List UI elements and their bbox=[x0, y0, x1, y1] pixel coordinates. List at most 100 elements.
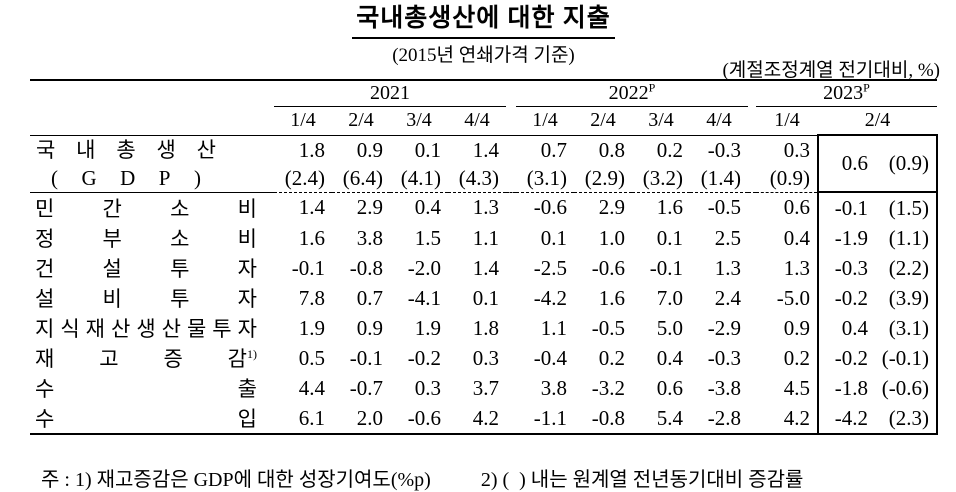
value-cell: 1.5 bbox=[414, 225, 441, 250]
value-cell: -0.6 bbox=[533, 195, 567, 220]
row-label-char: 내 bbox=[76, 137, 96, 162]
value-cell: 0.2 bbox=[598, 345, 625, 370]
year-header-row: 2021 2022P 2023P bbox=[30, 80, 937, 107]
value-cell: 0.1 bbox=[472, 285, 499, 310]
value-cell: 0.4 bbox=[783, 225, 810, 250]
table-row-construction-investment: 건 설 투 자 -0.1 -0.8 -2.0 1.4 -2.5 -0.6 -0.1 1.3 1.3 -0.… bbox=[30, 253, 938, 283]
value-cell: 2.0 bbox=[332, 403, 390, 435]
value-cell: -3.2 bbox=[591, 375, 625, 400]
row-label-char: 식 bbox=[60, 317, 80, 341]
value-cell: 6.1 bbox=[274, 403, 332, 435]
group-spacer bbox=[506, 135, 516, 193]
year-label-2022: 2022P bbox=[516, 80, 748, 107]
qoq-value: 0.9 bbox=[356, 137, 383, 162]
yoy-value: (6.4) bbox=[342, 165, 383, 190]
row-label-char: 비 bbox=[237, 196, 257, 221]
footnote-marker: 1) bbox=[246, 347, 257, 361]
group-spacer bbox=[748, 343, 756, 373]
row-label: 재 고 증 감1) bbox=[35, 343, 257, 373]
boxed-qoq-value: 0.6 bbox=[817, 134, 875, 193]
footnote-2: 2) ( ) 내는 원계열 전년동기대비 증감률 bbox=[480, 469, 804, 491]
value-cell: 0.1 bbox=[540, 225, 567, 250]
row-label-char: ( bbox=[51, 165, 58, 190]
corner-cell bbox=[30, 80, 274, 107]
quarter-label: 4/4 bbox=[448, 106, 506, 136]
footnote-1: 주 : 1) 재고증감은 GDP에 대한 성장기여도(%p) bbox=[41, 469, 431, 491]
yoy-value: (4.1) bbox=[400, 165, 441, 190]
corner-cell bbox=[30, 106, 274, 136]
yoy-value: (0.9) bbox=[769, 165, 810, 190]
group-spacer bbox=[748, 253, 756, 283]
row-label-char: 소 bbox=[170, 196, 190, 221]
group-spacer bbox=[748, 80, 756, 107]
value-cell: 0.2 (3.2) bbox=[632, 135, 690, 193]
boxed-yoy-value: (2.2) bbox=[875, 253, 938, 283]
value-cell: 3.8 bbox=[356, 225, 383, 250]
value-cell: -2.8 bbox=[690, 403, 748, 435]
value-cell: 1.9 bbox=[298, 315, 325, 340]
gdp-expenditure-table: 2021 2022P 2023P 1/4 2/4 3/4 4/4 1/4 2/4 3/4 4/4 1/… bbox=[30, 79, 938, 435]
boxed-yoy-value: (1.1) bbox=[875, 223, 938, 253]
value-cell: 0.4 bbox=[414, 195, 441, 220]
boxed-yoy-value: (-0.1) bbox=[875, 343, 938, 373]
unit-note: (계절조정계열 전기대비, %) bbox=[722, 60, 940, 81]
row-label-char: G bbox=[81, 165, 97, 190]
value-cell: 0.9 bbox=[356, 315, 383, 340]
value-cell: -5.0 bbox=[776, 285, 810, 310]
row-label-char: 수 bbox=[35, 407, 55, 431]
row-label-char: 건 bbox=[35, 257, 55, 281]
row-label-char: 정 bbox=[35, 227, 55, 251]
value-cell: 1.4 bbox=[472, 255, 499, 280]
group-spacer bbox=[748, 106, 756, 136]
table-row-government-consumption: 정 부 소 비 1.6 3.8 1.5 1.1 0.1 1.0 0.1 2.5 0.4 -1.9 (1.1) bbox=[30, 223, 938, 253]
value-cell: 0.1 bbox=[656, 225, 683, 250]
group-spacer bbox=[506, 313, 516, 343]
boxed-yoy-value: (2.3) bbox=[875, 403, 938, 435]
value-cell: 7.0 bbox=[656, 285, 683, 310]
row-label-char: 물 bbox=[186, 317, 207, 341]
value-cell: 4.4 bbox=[298, 375, 325, 400]
value-cell: 1.3 bbox=[783, 255, 810, 280]
value-cell: 0.9 bbox=[783, 315, 810, 340]
value-cell: 1.6 bbox=[598, 285, 625, 310]
qoq-value: 0.7 bbox=[540, 137, 567, 162]
quarter-label: 1/4 bbox=[756, 106, 818, 136]
table-row-imports: 수 입 6.1 2.0 -0.6 4.2 -1.1 -0.8 5.4 -2.8 4.2 -4.2 (2.… bbox=[30, 403, 938, 435]
value-cell: 0.3 bbox=[414, 375, 441, 400]
value-cell: 5.4 bbox=[632, 403, 690, 435]
value-cell: 1.4 bbox=[298, 195, 325, 220]
value-cell: -0.5 bbox=[591, 315, 625, 340]
row-label-char: 부 bbox=[102, 227, 122, 251]
value-cell: 3.8 bbox=[540, 375, 567, 400]
value-cell: -3.8 bbox=[707, 375, 741, 400]
value-cell: 0.6 bbox=[656, 375, 683, 400]
yoy-value: (3.1) bbox=[526, 165, 567, 190]
boxed-yoy-value: (1.5) bbox=[875, 192, 938, 223]
value-cell: 1.4 (4.3) bbox=[448, 135, 506, 193]
group-spacer bbox=[506, 253, 516, 283]
row-label-char: 생 bbox=[156, 137, 176, 162]
boxed-qoq-value: -0.3 bbox=[817, 253, 875, 283]
yoy-value: (2.9) bbox=[584, 165, 625, 190]
value-cell: 1.3 bbox=[714, 255, 741, 280]
qoq-value: 0.1 bbox=[414, 137, 441, 162]
year-label-2023: 2023P bbox=[756, 80, 937, 107]
row-header-change-in-inventories: 재 고 증 감1) bbox=[30, 343, 274, 373]
boxed-qoq-value: -0.1 bbox=[817, 192, 875, 223]
row-header-gdp: 국 내 총 생 산(G D P) bbox=[30, 135, 274, 193]
quarter-label: 2/4 bbox=[332, 106, 390, 136]
group-spacer bbox=[748, 313, 756, 343]
qoq-value: 1.8 bbox=[298, 137, 325, 162]
row-label-char: 재 bbox=[35, 347, 55, 371]
yoy-value: (2.4) bbox=[284, 165, 325, 190]
value-cell: -1.1 bbox=[516, 403, 574, 435]
row-label-char: 산 bbox=[196, 137, 216, 162]
